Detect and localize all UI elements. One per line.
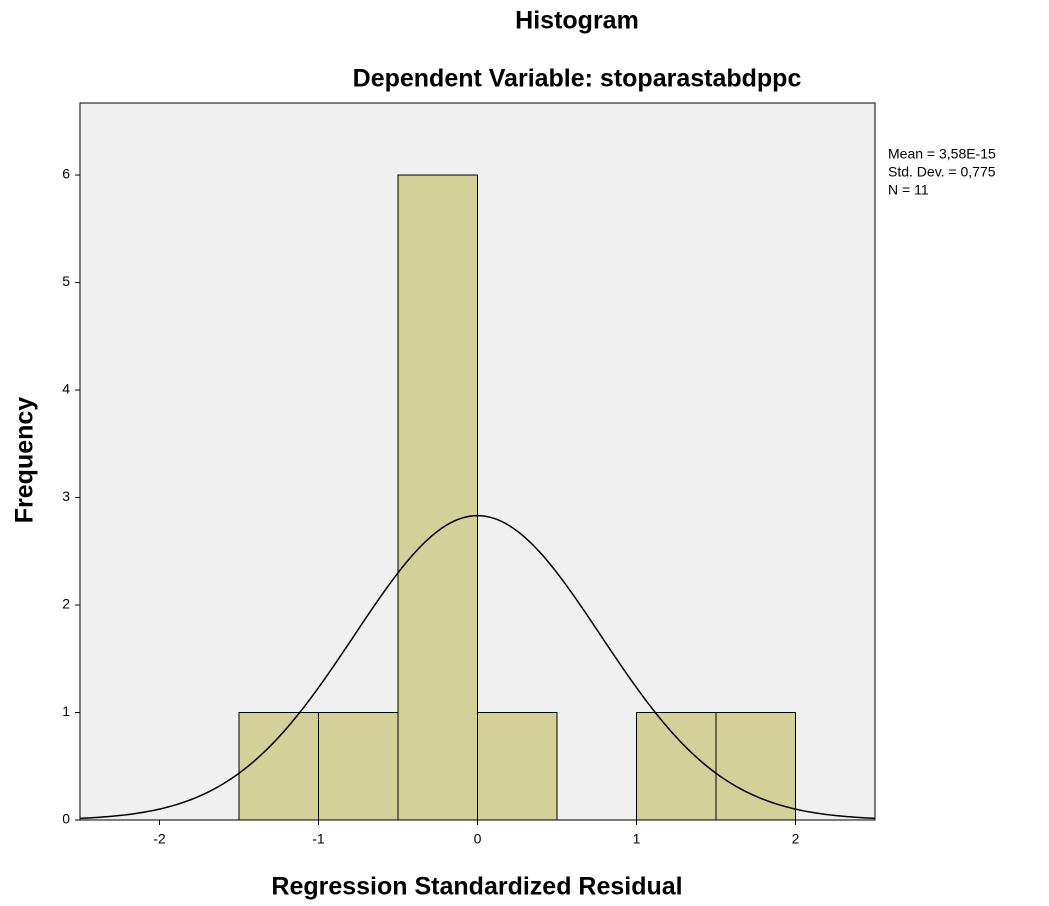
x-tick-label: -1 [312,831,325,847]
y-tick-label: 1 [62,703,70,719]
x-axis-label: Regression Standardized Residual [271,873,682,901]
chart-title: Histogram [515,7,639,35]
bar [715,712,796,821]
y-tick-label: 3 [62,488,70,504]
stat-label: Std. Dev. = 0,775 [888,164,996,180]
x-tick-label: 0 [474,831,482,847]
normal-curve [79,514,876,820]
stat-label: Mean = 3,58E-15 [888,146,996,162]
bar [318,712,399,821]
y-axis-label: Frequency [11,397,39,524]
y-tick-label: 6 [62,166,70,182]
y-tick-label: 0 [62,811,70,827]
bar [397,174,478,821]
x-tick-label: -2 [153,831,166,847]
x-tick-label: 1 [633,831,641,847]
y-tick-label: 2 [62,596,70,612]
bar [238,712,319,821]
bar [636,712,717,821]
y-tick-label: 5 [62,273,70,289]
y-tick-label: 4 [62,381,70,397]
x-tick-label: 2 [792,831,800,847]
bar [477,712,558,821]
chart-subtitle: Dependent Variable: stoparastabdppc [353,65,802,93]
stat-label: N = 11 [888,182,929,198]
